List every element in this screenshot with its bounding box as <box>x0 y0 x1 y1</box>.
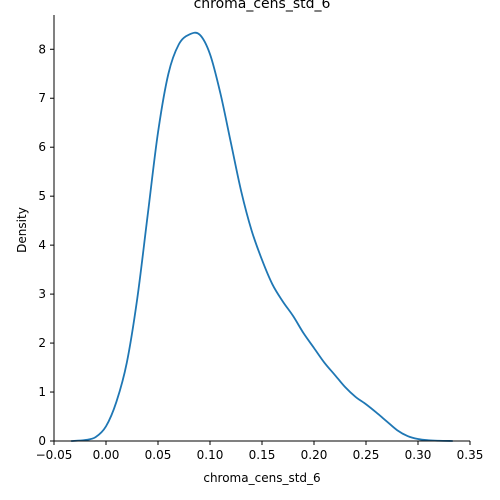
y-axis-label: Density <box>15 207 29 253</box>
y-tick-label: 5 <box>38 189 46 203</box>
y-tick-label: 7 <box>38 91 46 105</box>
x-tick-label: 0.30 <box>405 448 432 462</box>
x-axis-label: chroma_cens_std_6 <box>203 471 320 485</box>
x-tick-label: 0.15 <box>249 448 276 462</box>
density-curve <box>70 31 454 442</box>
y-tick-label: 1 <box>38 385 46 399</box>
x-tick-label: 0.35 <box>457 448 484 462</box>
y-tick-label: 6 <box>38 140 46 154</box>
x-tick-label: 0.10 <box>197 448 224 462</box>
y-tick-label: 3 <box>38 287 46 301</box>
x-axis-ticks: −0.05 0.00 0.05 0.10 0.15 0.20 0.25 0.30 0.35 <box>36 441 484 462</box>
x-tick-label: −0.05 <box>36 448 73 462</box>
y-tick-label: 2 <box>38 336 46 350</box>
y-axis-ticks: 0 1 2 3 4 5 6 7 8 <box>38 42 54 448</box>
y-tick-label: 8 <box>38 42 46 56</box>
x-tick-label: 0.00 <box>93 448 120 462</box>
x-tick-label: 0.05 <box>145 448 172 462</box>
y-tick-label: 0 <box>38 434 46 448</box>
x-tick-label: 0.25 <box>353 448 380 462</box>
chart-title: chroma_cens_std_6 <box>194 0 331 12</box>
plot-area <box>70 31 454 442</box>
x-tick-label: 0.20 <box>301 448 328 462</box>
y-tick-label: 4 <box>38 238 46 252</box>
